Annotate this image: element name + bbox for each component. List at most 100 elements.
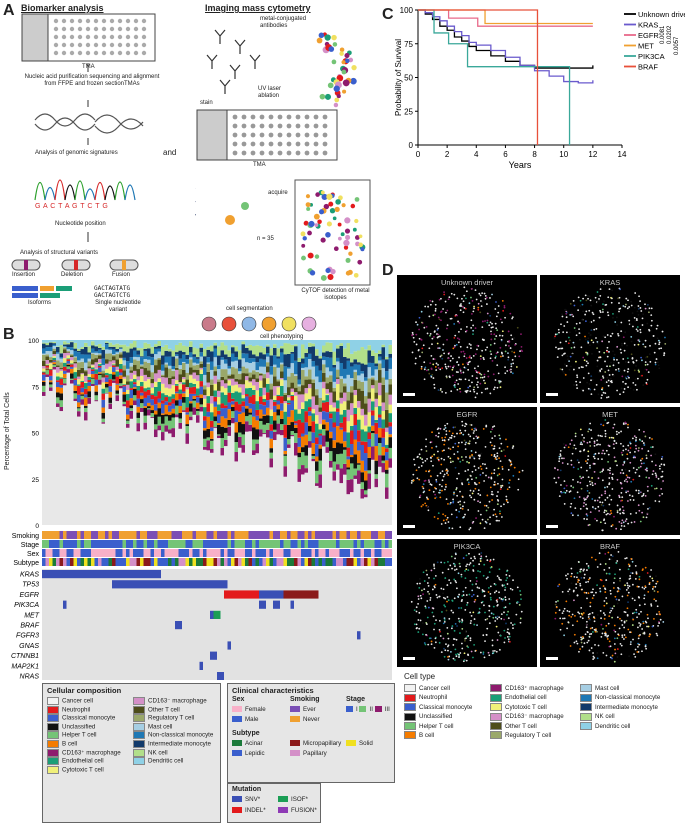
bar-segment (322, 372, 326, 382)
cell-dot (435, 434, 437, 437)
cell-dot (589, 388, 592, 391)
bar-segment (63, 366, 67, 371)
bar-segment (227, 409, 231, 420)
cell-dot (632, 325, 634, 328)
bar-segment (206, 349, 210, 358)
cell-dot (561, 354, 564, 357)
bar-segment (101, 377, 105, 383)
bar-segment (367, 412, 371, 427)
bar-segment (385, 452, 389, 461)
bar-segment (255, 390, 259, 402)
cell-dot (635, 328, 638, 331)
track-cell (206, 540, 210, 548)
cell-dot (648, 353, 651, 355)
bar-segment (140, 386, 144, 393)
bar-segment (175, 369, 179, 381)
cell-dot (435, 619, 437, 622)
bar-segment (112, 344, 116, 347)
cell-dot (640, 310, 643, 312)
bar-segment (171, 340, 175, 351)
cell-dot (438, 641, 441, 644)
acquire-label: acquire (268, 190, 288, 196)
cell-dot (586, 514, 589, 517)
cell-dot (600, 623, 603, 626)
bar-segment (332, 440, 336, 448)
bar-segment (115, 393, 119, 396)
cell-dot (443, 428, 446, 431)
bar-segment (357, 340, 361, 351)
mutation-cell (129, 570, 133, 579)
cell-dot (488, 615, 491, 618)
bar-segment (185, 387, 189, 390)
bar-segment (84, 342, 88, 347)
bar-segment (374, 363, 378, 367)
bar-segment (122, 401, 126, 405)
bar-segment (108, 391, 112, 398)
ytick-label: 0 (35, 523, 39, 530)
bar-segment (206, 403, 210, 412)
cell-dot (648, 311, 650, 314)
cell-dot (464, 448, 467, 451)
track-cell (318, 549, 322, 557)
cell-dot (627, 368, 630, 370)
bar-segment (353, 475, 357, 479)
cell-dot (512, 362, 515, 365)
cell-dot (553, 337, 556, 339)
cell-dot (444, 483, 447, 486)
bar-segment (294, 455, 298, 525)
cell-dot (418, 587, 421, 589)
bar-segment (210, 351, 214, 362)
bar-segment (378, 466, 382, 525)
cell-dot (605, 597, 608, 599)
bar-segment (255, 439, 259, 444)
cell-dot (478, 292, 481, 295)
bar-segment (164, 356, 168, 363)
bar-segment (98, 374, 102, 380)
cell-dot (441, 391, 444, 393)
cell-dot (609, 467, 612, 470)
cell-dot (555, 600, 557, 603)
track-cell (66, 540, 70, 548)
bar-segment (73, 390, 77, 394)
bar-segment (217, 404, 221, 411)
bar-segment (45, 369, 49, 371)
bar-segment (297, 452, 301, 458)
cell-dot (506, 501, 509, 504)
cell-dot (586, 490, 589, 492)
cell-dot (599, 587, 601, 590)
cell-dot (459, 507, 462, 510)
cell-dot (460, 378, 462, 381)
imc-tile-egfr: EGFR (397, 407, 537, 535)
cell-dot (591, 506, 594, 508)
cell-dot (453, 293, 456, 296)
cell-dot (454, 553, 457, 556)
cell-dot (648, 635, 651, 638)
bar-segment (350, 430, 354, 445)
cell-dot (467, 509, 470, 511)
tile-tissue (546, 551, 665, 663)
bar-segment (255, 415, 259, 421)
cell-dot (601, 394, 603, 397)
cell-dot (614, 595, 617, 598)
bar-segment (210, 420, 214, 428)
bar-segment (206, 346, 210, 350)
bar-segment (234, 357, 238, 361)
bar-segment (56, 365, 60, 367)
cell-dot (571, 624, 574, 627)
bar-segment (206, 371, 210, 383)
bar-segment (192, 395, 196, 399)
cell-dot (579, 570, 582, 573)
bar-segment (227, 356, 231, 366)
bar-segment (210, 431, 214, 439)
cell-dot (472, 456, 475, 459)
cell-dot (634, 564, 637, 567)
cell-dot (620, 524, 623, 527)
cell-dot (604, 392, 607, 395)
snv-seq-1: GACTAGTATG (94, 285, 131, 292)
cell-dot (426, 600, 429, 602)
bar-segment (108, 349, 112, 354)
cell-dot (511, 317, 513, 320)
track-cell (189, 549, 193, 557)
cell-dot (606, 396, 608, 399)
track-cell (42, 558, 46, 566)
